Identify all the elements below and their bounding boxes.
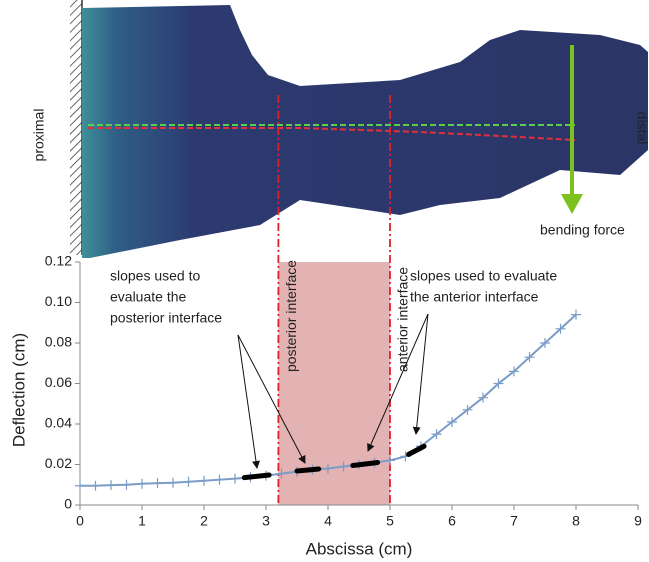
marker	[540, 338, 550, 348]
annotation: posterior interface	[110, 310, 222, 326]
force-arrow-head	[561, 194, 583, 214]
marker	[137, 478, 147, 489]
wall	[70, 0, 82, 255]
photo: proximal distal bending force	[31, 0, 649, 258]
slope-segment	[294, 466, 322, 474]
annotation: the anterior interface	[410, 289, 539, 305]
marker	[90, 480, 101, 491]
marker	[152, 478, 163, 489]
marker	[524, 352, 535, 363]
annotation: evaluate the	[110, 289, 186, 305]
slope-segment	[350, 459, 381, 469]
annotation: slopes used to	[110, 268, 200, 284]
x-tick-label: 2	[200, 513, 208, 529]
y-axis-label: Deflection (cm)	[9, 333, 28, 447]
marker	[214, 474, 225, 485]
proximal-label: proximal	[31, 109, 47, 162]
x-tick-label: 7	[510, 513, 518, 529]
y-tick-label: 0.10	[45, 293, 72, 309]
marker	[571, 309, 581, 320]
x-tick-label: 1	[138, 513, 146, 529]
x-tick-label: 9	[634, 513, 642, 529]
marker	[323, 463, 333, 474]
x-tick-label: 0	[76, 513, 84, 529]
interface-label: anterior interface	[395, 267, 411, 372]
marker	[555, 323, 566, 334]
slope-segment	[406, 443, 427, 457]
marker	[338, 461, 349, 472]
slope-segment	[241, 472, 272, 481]
y-tick-label: 0.08	[45, 334, 72, 350]
distal-label: distal	[634, 112, 649, 145]
marker	[509, 366, 519, 377]
marker	[183, 476, 194, 487]
x-tick-label: 6	[448, 513, 456, 529]
marker	[447, 416, 457, 427]
marker	[493, 378, 504, 389]
red-trace	[88, 127, 576, 141]
marker	[199, 475, 209, 486]
y-tick-label: 0.02	[45, 455, 72, 471]
x-tick-label: 5	[386, 513, 394, 529]
marker	[230, 473, 240, 484]
y-tick-label: 0.12	[45, 253, 72, 269]
marker	[385, 455, 395, 466]
annotation-arrows	[237, 313, 429, 469]
marker	[276, 468, 287, 479]
marker	[478, 392, 488, 403]
x-axis-label: Abscissa (cm)	[306, 539, 413, 558]
marker	[431, 429, 442, 440]
x-tick-label: 4	[324, 513, 332, 529]
interface-label: posterior interface	[283, 260, 299, 372]
marker	[462, 404, 473, 415]
x-tick-label: 8	[572, 513, 580, 529]
force-label: bending force	[540, 222, 625, 238]
annotation: slopes used to evaluate	[410, 268, 557, 284]
y-tick-label: 0.06	[45, 374, 72, 390]
y-tick-label: 0	[64, 496, 72, 512]
specimen	[82, 5, 648, 258]
marker	[75, 480, 85, 491]
x-tick-label: 3	[262, 513, 270, 529]
marker	[168, 477, 178, 488]
marker	[121, 479, 132, 490]
marker	[106, 480, 116, 491]
y-tick-label: 0.04	[45, 415, 72, 431]
